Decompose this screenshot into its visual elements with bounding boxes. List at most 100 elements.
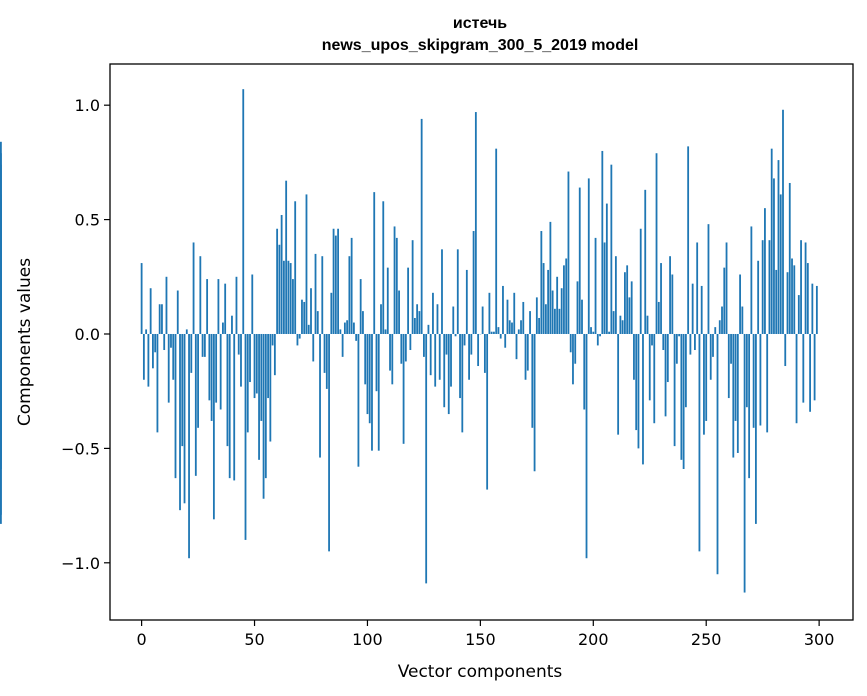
bar <box>815 285 818 334</box>
bar <box>278 244 281 334</box>
bar <box>660 263 662 334</box>
x-tick-label: 300 <box>804 630 835 649</box>
bar <box>452 306 455 334</box>
bar <box>481 306 484 334</box>
bar <box>691 283 694 334</box>
bar <box>416 304 419 334</box>
bar <box>384 329 387 334</box>
bar <box>483 333 486 373</box>
bar <box>757 260 760 334</box>
bar <box>745 333 748 408</box>
bar <box>192 242 195 334</box>
bar <box>664 333 667 417</box>
bar <box>145 329 148 334</box>
chart-title: истечь <box>453 15 507 32</box>
bar <box>226 333 229 447</box>
bar <box>224 283 227 334</box>
bar <box>183 333 186 504</box>
bar <box>407 267 410 334</box>
bar <box>522 301 525 334</box>
bar <box>502 285 504 334</box>
bar <box>809 333 811 412</box>
bar <box>172 333 175 380</box>
bar <box>770 148 773 334</box>
bar <box>432 292 434 334</box>
bar <box>603 242 606 334</box>
bar <box>423 333 425 357</box>
bar <box>639 228 642 334</box>
bar <box>743 333 746 593</box>
bar <box>156 333 159 433</box>
bar <box>707 224 710 334</box>
bar <box>292 279 294 334</box>
bar <box>222 322 224 334</box>
bar <box>280 215 283 334</box>
bar <box>599 333 601 337</box>
bar <box>353 322 355 334</box>
bar <box>533 333 536 472</box>
bar <box>718 320 721 334</box>
bar <box>741 306 744 334</box>
bar <box>804 242 807 334</box>
bar <box>675 333 678 364</box>
bar <box>395 237 398 334</box>
bar <box>581 299 583 334</box>
bar <box>170 333 172 348</box>
bar <box>194 333 197 476</box>
bar <box>698 333 701 552</box>
bar <box>368 333 371 424</box>
bar <box>425 333 428 584</box>
bar <box>456 249 459 334</box>
bar <box>305 194 308 334</box>
bar <box>253 333 256 399</box>
bar <box>454 333 457 337</box>
bar <box>364 333 367 385</box>
y-tick-label: 1.0 <box>75 96 100 115</box>
bar <box>569 333 572 353</box>
bar <box>680 333 683 460</box>
bar <box>386 267 389 334</box>
bar <box>447 333 450 415</box>
bar <box>666 333 669 383</box>
bar <box>210 333 213 421</box>
bar <box>334 235 337 334</box>
bar <box>578 187 581 334</box>
bar <box>574 333 577 364</box>
bar <box>682 333 685 469</box>
y-tick-label: −0.5 <box>61 439 100 458</box>
bar <box>793 265 796 334</box>
bar <box>474 112 477 334</box>
bar <box>413 317 416 334</box>
bars-group <box>0 89 818 593</box>
bar <box>775 269 778 334</box>
bar <box>671 274 674 334</box>
bar <box>811 283 814 334</box>
bar <box>750 226 753 334</box>
bar <box>703 333 705 435</box>
bar <box>601 150 604 334</box>
bar <box>529 311 531 334</box>
bar <box>152 333 154 369</box>
bar <box>739 274 741 334</box>
bar <box>310 288 312 334</box>
bar <box>531 333 534 428</box>
bar <box>777 160 780 334</box>
bar <box>511 322 513 334</box>
bar <box>434 333 437 387</box>
bar <box>258 333 260 460</box>
bar <box>382 201 385 334</box>
bar <box>389 333 391 371</box>
plot-frame <box>109 63 854 621</box>
bar <box>630 281 633 334</box>
bar <box>784 333 787 367</box>
bar <box>346 320 349 334</box>
bar <box>730 333 732 364</box>
bar <box>287 260 290 334</box>
bar <box>242 89 245 334</box>
bar <box>538 317 540 334</box>
bar <box>551 290 554 334</box>
bar <box>158 304 161 334</box>
y-axis-ticks: −1.0 −0.5 0.0 0.5 1.0 <box>61 96 110 573</box>
bar <box>542 263 545 334</box>
x-tick-label: 150 <box>465 630 496 649</box>
